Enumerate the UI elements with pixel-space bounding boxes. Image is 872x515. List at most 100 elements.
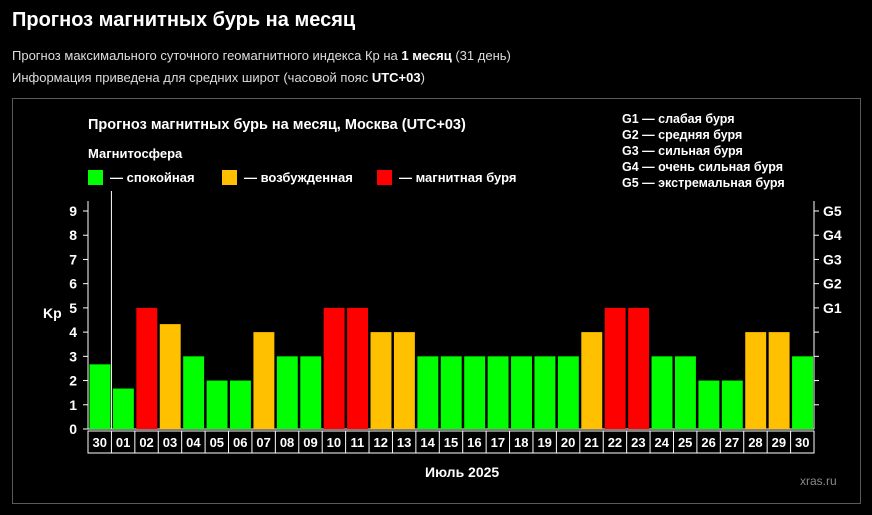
chart-frame: Прогноз магнитных бурь на месяц, Москва … [12,98,861,504]
y-tick-label: 0 [69,421,77,437]
x-tick-label: 14 [420,435,435,450]
bar-day-12 [370,332,392,429]
bar-day-16 [464,356,486,429]
x-tick-label: 08 [280,435,294,450]
y-tick-label: 4 [69,324,77,340]
legend-swatch-quiet [88,170,103,185]
desc1-prefix: Прогноз максимального суточного геомагни… [12,48,402,63]
legend-label-storm: — магнитная буря [399,170,516,185]
x-tick-label: 15 [444,435,458,450]
x-tick-label: 24 [655,435,670,450]
g-legend-item: G1 — слабая буря [622,112,735,126]
latitude-description: Информация приведена для средних широт (… [12,70,425,85]
desc1-suffix: (31 день) [451,48,511,63]
desc1-bold: 1 месяц [401,48,452,63]
bar-day-22 [604,307,626,429]
bar-day-09 [300,356,322,429]
y-tick-label: 8 [69,227,77,243]
desc2-prefix: Информация приведена для средних широт (… [12,70,372,85]
bar-day-24 [651,356,673,429]
x-tick-label: 03 [163,435,177,450]
page-title: Прогноз магнитных бурь на месяц [12,9,356,31]
x-tick-label: 23 [631,435,645,450]
g-tick-label: G2 [823,276,842,292]
bar-day-03 [159,324,181,429]
x-tick-label: 25 [678,435,692,450]
legend-swatch-excited [222,170,237,185]
bar-day-17 [487,356,509,429]
y-tick-label: 6 [69,276,77,292]
x-tick-label: 04 [186,435,201,450]
g-tick-label: G4 [823,227,842,243]
x-tick-label: 18 [514,435,528,450]
bar-day-29 [768,332,790,429]
watermark: xras.ru [800,474,837,488]
bar-day-27 [721,380,743,429]
x-tick-label: 02 [139,435,153,450]
legend-title: Магнитосфера [88,146,183,161]
g-tick-label: G5 [823,203,842,219]
bar-day-15 [440,356,462,429]
chart-title: Прогноз магнитных бурь на месяц, Москва … [88,117,466,133]
bar-day-18 [511,356,532,429]
forecast-description: Прогноз максимального суточного геомагни… [12,48,511,63]
bar-day-23 [628,307,650,429]
x-tick-label: 07 [256,435,270,450]
g-tick-label: G1 [823,300,842,316]
x-tick-label: 17 [491,435,505,450]
bar-day-06 [230,380,251,429]
y-axis-label: Kp [43,305,62,321]
x-tick-label: 26 [701,435,715,450]
x-tick-label: 19 [537,435,551,450]
kp-chart: Прогноз магнитных бурь на месяц, Москва … [43,112,842,488]
bar-day-26 [698,380,720,429]
bar-day-13 [393,332,415,429]
y-tick-label: 2 [69,373,77,389]
bar-day-28 [745,332,767,429]
x-tick-label: 13 [397,435,411,450]
bar-day-25 [674,356,696,429]
y-tick-label: 3 [69,348,77,364]
g-legend-item: G3 — сильная буря [622,144,743,158]
legend: — спокойная — возбужденная — магнитная бур… [88,170,516,185]
x-tick-label: 06 [233,435,247,450]
g-scale-legend: G1 — слабая буря G2 — средняя буря G3 — си… [622,112,785,190]
x-tick-label: 21 [584,435,598,450]
bar-day-14 [417,356,439,429]
x-label-row [87,430,815,454]
x-tick-label: 05 [210,435,224,450]
g-legend-item: G4 — очень сильная буря [622,160,783,174]
x-tick-label: 30 [92,435,106,450]
y-tick-label: 7 [69,251,77,267]
g-tick-label: G3 [823,251,842,267]
x-tick-label: 30 [795,435,809,450]
x-tick-label: 29 [772,435,786,450]
desc2-bold: UTC+03 [371,70,421,85]
g-legend-item: G2 — средняя буря [622,128,742,142]
bar-day-08 [276,356,298,429]
bar-day-05 [206,380,228,429]
g-legend-item: G5 — экстремальная буря [622,176,785,190]
x-tick-label: 28 [748,435,762,450]
y-tick-label: 5 [69,300,77,316]
x-tick-label: 20 [561,435,575,450]
bar-day-21 [581,332,603,429]
bar-day-02 [136,307,158,429]
x-tick-label: 10 [327,435,341,450]
bar-day-10 [323,307,345,429]
x-tick-label: 09 [303,435,317,450]
x-tick-label: 11 [350,435,364,450]
y-tick-label: 1 [69,397,77,413]
y-tick-label: 9 [69,203,77,219]
bar-day-01 [112,388,134,429]
bar-day-30 [89,364,111,429]
x-tick-label: 22 [608,435,622,450]
x-axis-label: Июль 2025 [425,464,499,480]
bar-day-20 [557,356,579,429]
bar-day-19 [534,356,556,429]
legend-label-quiet: — спокойная [110,170,195,185]
x-tick-label: 27 [725,435,739,450]
bar-day-30 [792,356,813,429]
x-tick-label: 12 [374,435,388,450]
